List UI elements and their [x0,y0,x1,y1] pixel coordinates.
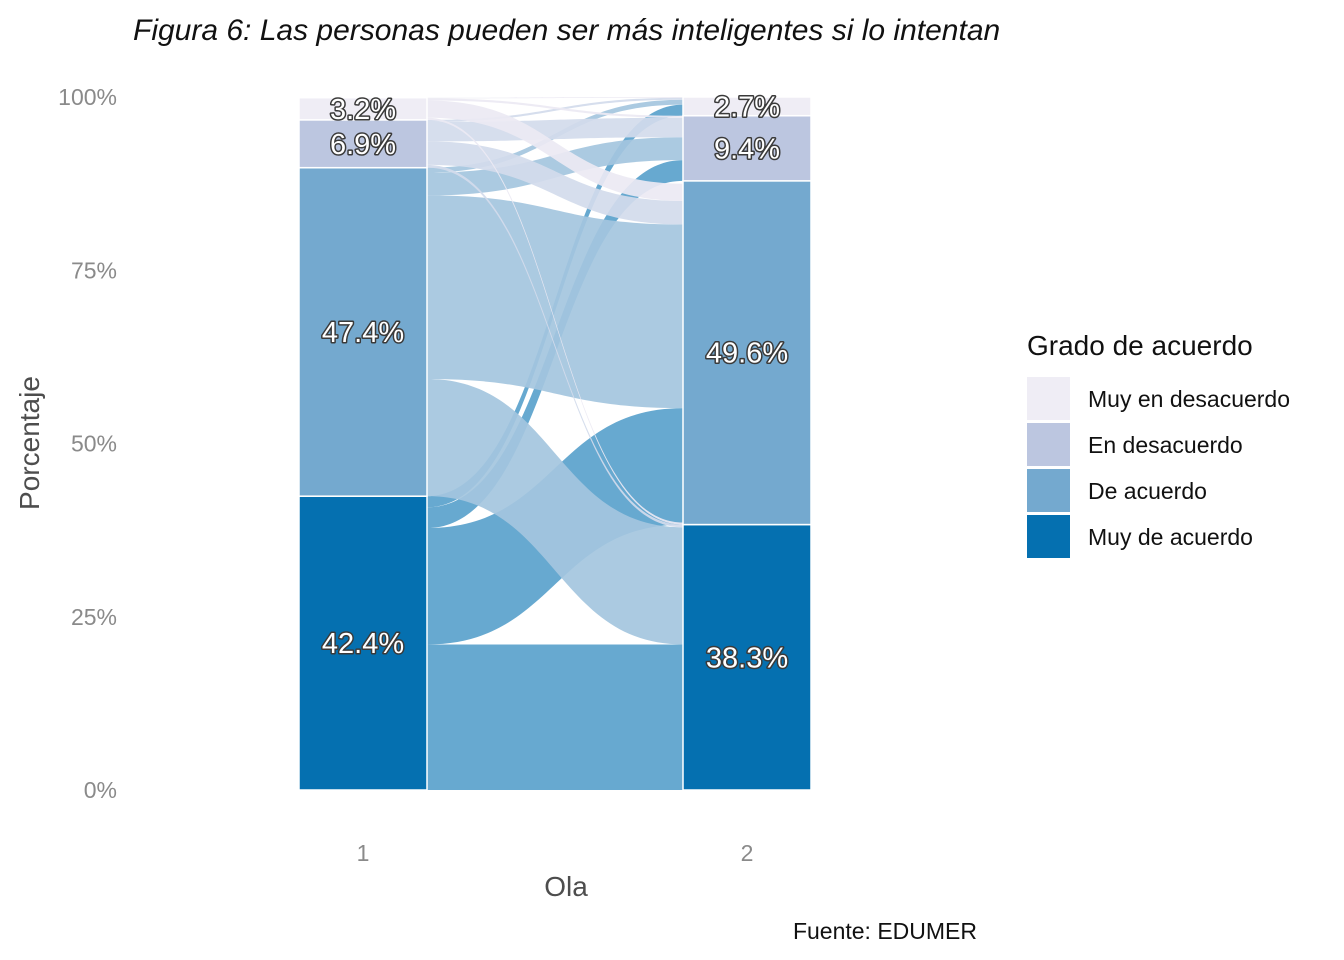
flow-band [427,164,683,528]
chart-title: Figura 6: Las personas pueden ser más in… [133,14,1000,47]
flow-band [427,117,683,525]
flow-bands [427,97,683,790]
y-tick-label: 25% [71,604,117,630]
y-tick-label: 75% [71,257,117,283]
flow-band [427,117,683,142]
bar-value-label: 3.2% [330,94,396,126]
flow-band [427,98,683,118]
y-tick-label: 0% [84,777,117,803]
bar-labels: 42.4% 47.4% 6.9%3.2% 38.3% 49.6% 9.4% 2.7% [320,90,789,676]
bar-segment [298,119,428,169]
legend-swatch [1027,423,1070,466]
caption: Fuente: EDUMER [793,918,977,944]
bar-value-label: 38.3% [706,642,788,674]
flow-band [427,379,683,645]
flow-band [427,97,683,122]
flow-band [427,195,683,409]
legend-label: De acuerdo [1088,478,1207,504]
bar-value-label: 6.9% [330,129,396,161]
legend-swatch [1027,469,1070,512]
x-tick-label: 1 [357,840,370,866]
x-axis-title: Ola [544,871,588,902]
bar-value-label: 47.4% [322,317,404,349]
y-axis-title: Porcentaje [14,376,45,510]
bar-value-label: 49.6% [706,338,788,370]
legend: Muy en desacuerdo En desacuerdo De acuerdo… [1027,377,1290,558]
legend-swatch [1027,515,1070,558]
bar-segment [682,96,812,117]
bar-segment [298,166,428,497]
legend-label: Muy en desacuerdo [1088,386,1290,412]
y-axis-ticks: 0% 25% 50% 75% 100% [58,84,117,803]
bar-segment [682,523,812,791]
flow-band [427,100,683,201]
legend-title: Grado de acuerdo [1027,330,1253,361]
bar-segment [682,114,812,182]
bar-segment [682,180,812,526]
stacked-bars [298,96,812,791]
y-tick-label: 100% [58,84,117,110]
legend-swatch [1027,377,1070,420]
flow-band [427,97,683,99]
y-tick-label: 50% [71,431,117,457]
bar-value-label: 42.4% [322,628,404,660]
bar-value-label: 9.4% [714,133,780,165]
bar-segment [298,96,428,121]
legend-label: En desacuerdo [1088,432,1243,458]
flow-band [427,644,683,790]
x-tick-label: 2 [741,840,754,866]
legend-label: Muy de acuerdo [1088,524,1253,550]
flow-band [427,137,683,196]
bar-value-label: 2.7% [714,91,780,123]
